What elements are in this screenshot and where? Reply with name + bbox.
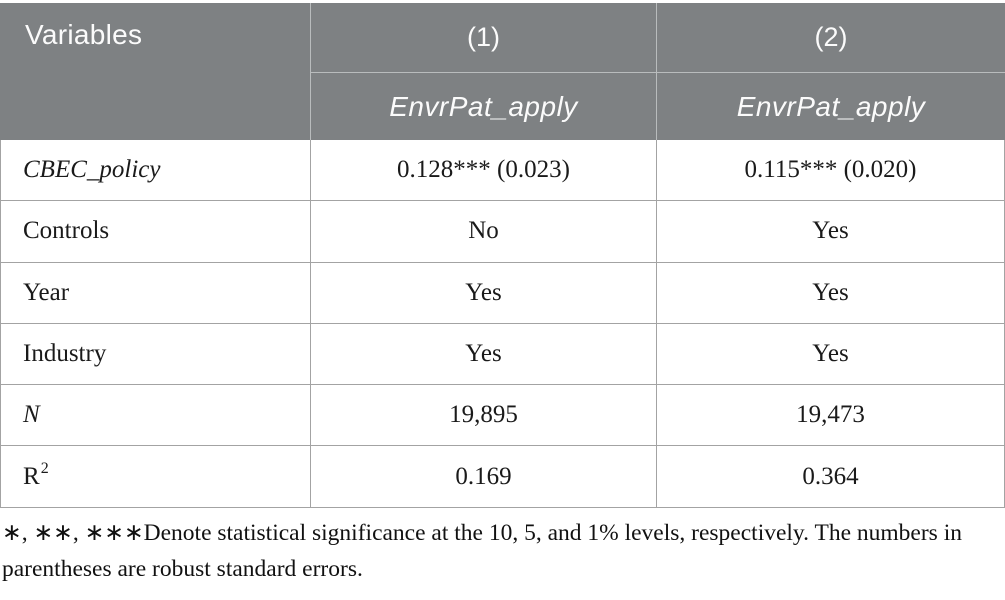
table-header: Variables (1) EnvrPat_apply (2) EnvrPat_…: [0, 3, 1005, 140]
cell-value: Yes: [656, 201, 1004, 262]
cell-value: Yes: [310, 262, 656, 323]
table-row-industry: Industry Yes Yes: [1, 323, 1004, 386]
significance-footnote: ∗, ∗∗, ∗∗∗Denote statistical significanc…: [2, 520, 962, 582]
row-label: Controls: [23, 217, 110, 245]
header-column-1: (1) EnvrPat_apply: [310, 3, 656, 140]
r-squared-base: R: [23, 462, 40, 490]
row-label: Industry: [23, 340, 107, 368]
column-1-dependent-variable: EnvrPat_apply: [311, 72, 656, 140]
row-label: Year: [23, 278, 70, 306]
cell-value: 0.115*** (0.020): [656, 140, 1004, 201]
regression-results-table: Variables (1) EnvrPat_apply (2) EnvrPat_…: [0, 3, 1005, 508]
table-row-cbec-policy: CBEC_policy 0.128*** (0.023) 0.115*** (0…: [1, 140, 1004, 202]
row-label: CBEC_policy: [23, 156, 161, 184]
table-row-year: Year Yes Yes: [1, 262, 1004, 324]
table-row-n: N 19,895 19,473: [1, 385, 1004, 447]
cell-value: 0.128*** (0.023): [310, 140, 656, 201]
column-2-dependent-variable: EnvrPat_apply: [657, 72, 1005, 140]
cell-value: Yes: [656, 262, 1004, 323]
cell-value: No: [310, 201, 656, 262]
header-column-2: (2) EnvrPat_apply: [656, 3, 1005, 140]
cell-value: Yes: [656, 323, 1004, 385]
row-label: N: [23, 401, 40, 429]
cell-value: 0.169: [310, 446, 656, 507]
cell-value: 0.364: [656, 446, 1004, 507]
cell-value: Yes: [310, 323, 656, 385]
column-2-number: (2): [814, 22, 848, 52]
cell-value: 19,473: [656, 385, 1004, 446]
table-row-controls: Controls No Yes: [1, 201, 1004, 263]
cell-value: 19,895: [310, 385, 656, 446]
column-1-number: (1): [467, 22, 500, 52]
table-body: CBEC_policy 0.128*** (0.023) 0.115*** (0…: [0, 140, 1005, 508]
header-variables: Variables: [25, 19, 143, 50]
